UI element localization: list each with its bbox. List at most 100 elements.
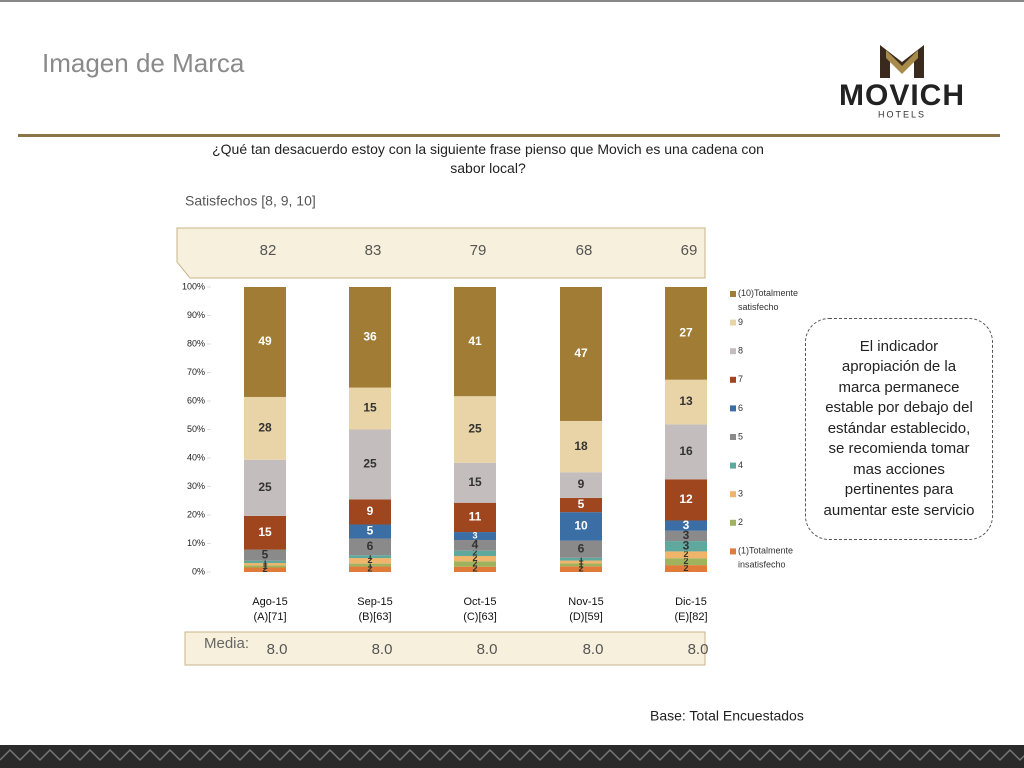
data-label: 1 [262,561,267,571]
y-tick-label: 30% [187,481,205,491]
data-label: 16 [679,444,693,458]
legend-swatch [730,291,736,297]
data-label: 2 [683,556,688,566]
data-label: 2 [472,553,477,563]
data-label: 49 [258,334,272,348]
note-text: El indicador apropiación de la marca per… [823,337,975,519]
data-label: 1 [578,554,583,564]
data-label: 1 [578,559,583,569]
bar-segment [244,567,286,572]
logo: MOVICH HOTELS [839,45,965,119]
data-label: 2 [683,549,688,559]
summary-value: 82 [260,242,277,259]
data-label: 11 [469,510,482,524]
bar-segment [244,459,286,516]
bar-segment [560,472,602,498]
data-label: 25 [363,457,377,471]
data-label: 1 [262,559,267,569]
bar-segment [454,550,496,557]
y-tick-label: 10% [187,538,205,548]
data-label: 27 [679,326,693,340]
y-tick-label: 90% [187,310,205,320]
mean-label: Media: [204,635,249,652]
data-label: 1 [262,556,267,566]
data-label: 4 [472,538,479,552]
bar-segment [665,565,707,572]
y-tick-label: 50% [187,424,205,434]
mean-value: 8.0 [372,641,393,658]
y-tick-label: 40% [187,452,205,462]
bar-segment [349,287,391,388]
mean-box [184,631,706,666]
y-tick-label: 80% [187,338,205,348]
bar-segment [244,396,286,460]
x-tick-label: Oct-15 [463,596,496,608]
data-label: 2 [683,563,688,573]
data-label: 28 [258,421,272,435]
mean-value: 8.0 [267,641,288,658]
legend-label: 3 [738,489,743,499]
bar-segment [560,287,602,421]
data-label: 36 [363,329,377,343]
bar-segment [349,558,391,564]
bar-segment [244,560,286,564]
data-label: 3 [683,528,690,542]
bar-segment [665,479,707,521]
summary-value: 68 [576,242,593,259]
question-box: ¿Qué tan desacuerdo estoy con la siguien… [212,141,764,176]
rule [18,134,1000,137]
legend-swatch [730,491,736,498]
y-tick-label: 100% [182,281,205,291]
data-label: 25 [468,422,482,436]
brand: MOVICH [839,79,965,112]
y-tick-label: 60% [187,395,205,405]
data-label: 15 [258,525,272,539]
bar-segment [560,512,602,541]
data-label: 3 [683,518,690,532]
bar-segment [349,538,391,556]
y-tick-label: 20% [187,509,205,519]
legend-label: 6 [738,403,743,413]
legend-swatch [730,519,736,526]
bar-segment [454,396,496,463]
bar-segment [560,497,602,513]
summary-label: Satisfechos [8, 9, 10] [185,193,316,209]
bar-segment [349,429,391,500]
data-label: 10 [574,519,588,533]
legend-label: 5 [738,431,743,441]
data-label: 2 [472,564,477,574]
x-tick-sublabel: (E)[82] [674,611,707,623]
data-label: 2 [367,564,372,574]
question: ¿Qué tan desacuerdo estoy con la siguien… [212,141,764,176]
data-label: 5 [367,524,374,538]
bar-segment [454,287,496,397]
data-label: 5 [578,497,585,511]
data-label: 47 [574,346,588,360]
data-label: 2 [367,555,372,565]
data-label: 2 [472,548,477,558]
data-label: 15 [468,475,482,489]
summary-value: 79 [470,242,487,259]
summary-value: 69 [681,242,698,259]
legend-label: (10)Totalmente satisfecho [738,288,798,312]
mean-value: 8.0 [477,641,498,658]
data-label: 1 [367,559,372,569]
top-border [0,0,1024,2]
data-label: 6 [578,541,585,555]
bar-segment [454,532,496,541]
mean-value: 8.0 [688,641,709,658]
x-tick-label: Sep-15 [357,596,392,608]
data-label: 9 [367,504,374,518]
data-label: 1 [578,556,583,566]
bar-segment [244,287,286,397]
bar-segment [454,462,496,503]
bar-segment [454,566,496,572]
bar-segment [454,561,496,567]
bar-segment [665,520,707,531]
x-tick-sublabel: (C)[63] [463,611,497,623]
y-tick-label: 0% [192,566,205,576]
bar-segment [560,566,602,572]
bar-segment [560,420,602,473]
legend-swatch [730,434,736,440]
